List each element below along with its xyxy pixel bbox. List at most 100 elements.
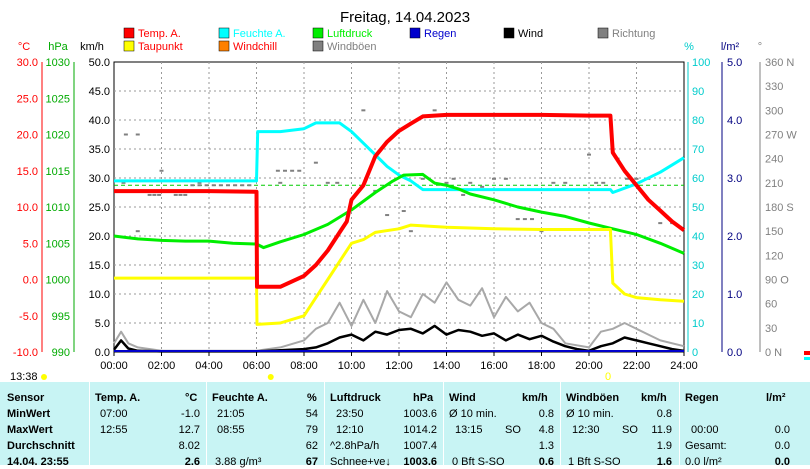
- humidity-axis-tick-label: 60: [692, 173, 704, 185]
- temp-axis-unit: °C: [18, 41, 30, 53]
- series-feuchte-a-: [114, 121, 685, 194]
- legend-label: Feuchte A.: [233, 28, 286, 40]
- rain-axis-tick-label: 3.0: [727, 173, 742, 185]
- row-label-min: MinWert: [7, 408, 51, 420]
- legend-swatch: [218, 40, 230, 52]
- gust-beaufort: 1 Bft S-SO: [568, 456, 621, 468]
- temp-axis-tick-label: 25.0: [17, 93, 38, 105]
- wind-beaufort: 0 Bft S-SO: [452, 456, 505, 468]
- legend-label: Luftdruck: [327, 28, 373, 40]
- rain-axis-tick-label: 5.0: [727, 57, 742, 69]
- direction-axis-tick-label: 90 O: [765, 275, 789, 287]
- x-tick-label: 10:00: [338, 360, 366, 372]
- pressure-current: 1003.6: [403, 456, 437, 468]
- humidity-absolute: 3.88 g/m³: [215, 456, 262, 468]
- gust-min-value: 0.8: [656, 408, 672, 420]
- sunrise-marker: [41, 374, 47, 380]
- pressure-unit: hPa: [413, 392, 434, 404]
- temp-header: Temp. A.: [95, 392, 141, 404]
- humidity-axis-tick-label: 20: [692, 289, 704, 301]
- plot-area: [113, 109, 686, 353]
- gust-unit: km/h: [641, 392, 667, 404]
- pressure-header: Luftdruck: [330, 392, 381, 404]
- direction-axis-tick-label: 60: [765, 299, 777, 311]
- temp-axis-tick-label: 15.0: [17, 166, 38, 178]
- temp-axis-tick-label: 30.0: [17, 57, 38, 69]
- legend-swatch: [123, 40, 135, 52]
- humidity-axis-tick-label: 30: [692, 260, 704, 272]
- rain-current-label: 0.0 l/m²: [685, 456, 722, 468]
- legend-swatch: [409, 27, 421, 39]
- humidity-max-time: 08:55: [217, 424, 245, 436]
- direction-axis-tick-label: 120: [765, 250, 783, 262]
- pressure-axis-tick-label: 1005: [46, 238, 70, 250]
- humidity-min-time: 21:05: [217, 408, 245, 420]
- temp-max-time: 12:55: [100, 424, 128, 436]
- wind-max-direction: SO: [505, 424, 521, 436]
- temp-axis-tick-label: 0.0: [23, 275, 38, 287]
- x-tick-label: 06:00: [243, 360, 271, 372]
- row-label-sensor: Sensor: [7, 392, 45, 404]
- humidity-axis-tick-label: 50: [692, 202, 704, 214]
- gust-max-direction: SO: [622, 424, 638, 436]
- legend-label: Windchill: [233, 41, 277, 53]
- pressure-axis-tick-label: 1020: [46, 130, 70, 142]
- gust-avg: 1.9: [656, 440, 672, 452]
- rain-max-time: 00:00: [691, 424, 719, 436]
- axes: 00:00 02:00 04:00 06:00 08:00 10:00 12:00 14:00…: [10, 41, 810, 382]
- legend-swatch: [503, 27, 515, 39]
- temp-min-time: 07:00: [100, 408, 128, 420]
- rain-current: 0.0: [774, 456, 790, 468]
- wind-axis-tick-label: 35.0: [89, 144, 110, 156]
- legend-label: Temp. A.: [138, 28, 181, 40]
- humidity-axis-tick-label: 40: [692, 231, 704, 243]
- temp-axis-tick-label: -5.0: [19, 311, 38, 323]
- temp-min-value: -1.0: [181, 408, 200, 420]
- wind-axis-tick-label: 40.0: [89, 115, 110, 127]
- wind-current: 0.6: [538, 456, 554, 468]
- pressure-axis-tick-label: 1015: [46, 166, 70, 178]
- pressure-axis-tick-label: 1030: [46, 57, 70, 69]
- rain-total-label: Gesamt:: [685, 440, 727, 452]
- pressure-axis-tick-label: 1010: [46, 202, 70, 214]
- gust-max-value: 11.9: [651, 424, 672, 436]
- temp-axis-tick-label: 5.0: [23, 238, 38, 250]
- pressure-avg: 1007.4: [403, 440, 437, 452]
- sunrise-label: 13:38: [10, 371, 38, 382]
- gust-header: Windböen: [566, 392, 620, 404]
- wind-min-value: 0.8: [538, 408, 554, 420]
- pressure-min-value: 1003.6: [403, 408, 437, 420]
- pressure-axis-tick-label: 1000: [46, 275, 70, 287]
- rain-axis-tick-label: 2.0: [727, 231, 742, 243]
- direction-axis-tick-label: 270 W: [765, 130, 797, 142]
- series-taupunkt: [114, 223, 685, 326]
- temp-axis-tick-label: -10.0: [13, 347, 38, 359]
- legend-label: Regen: [424, 28, 456, 40]
- temp-avg: 8.02: [178, 440, 200, 452]
- temp-current: 2.6: [184, 456, 200, 468]
- legend: Temp. A. Feuchte A. Luftdruck Regen Wind Rich…: [123, 27, 655, 53]
- direction-axis-tick-label: 180 S: [765, 202, 794, 214]
- humidity-axis-tick-label: 10: [692, 318, 704, 330]
- humidity-avg: 62: [305, 440, 318, 452]
- direction-axis-tick-label: 240: [765, 154, 783, 166]
- wind-min-label: Ø 10 min.: [449, 408, 497, 420]
- gust-max-time: 12:30: [572, 424, 600, 436]
- temp-axis-tick-label: 10.0: [17, 202, 38, 214]
- series-temp-a-: [114, 112, 686, 289]
- wind-max-value: 4.8: [538, 424, 554, 436]
- humidity-current: 67: [305, 456, 318, 468]
- x-tick-label: 14:00: [433, 360, 461, 372]
- legend-label: Taupunkt: [138, 41, 183, 53]
- legend-label: Windböen: [327, 41, 377, 53]
- statistics-table: Sensor MinWert MaxWert Durchschnitt 14.0…: [0, 382, 810, 468]
- series-luftdruck: [113, 172, 685, 255]
- rain-axis-tick-label: 0.0: [727, 347, 742, 359]
- humidity-unit: %: [307, 392, 317, 404]
- wind-axis-tick-label: 5.0: [95, 318, 110, 330]
- direction-axis-tick-label: 300: [765, 105, 783, 117]
- wind-axis-unit: km/h: [80, 41, 104, 53]
- current-temp-marker: [804, 351, 810, 355]
- humidity-axis-tick-label: 0: [692, 347, 698, 359]
- direction-axis-tick-label: 210: [765, 178, 783, 190]
